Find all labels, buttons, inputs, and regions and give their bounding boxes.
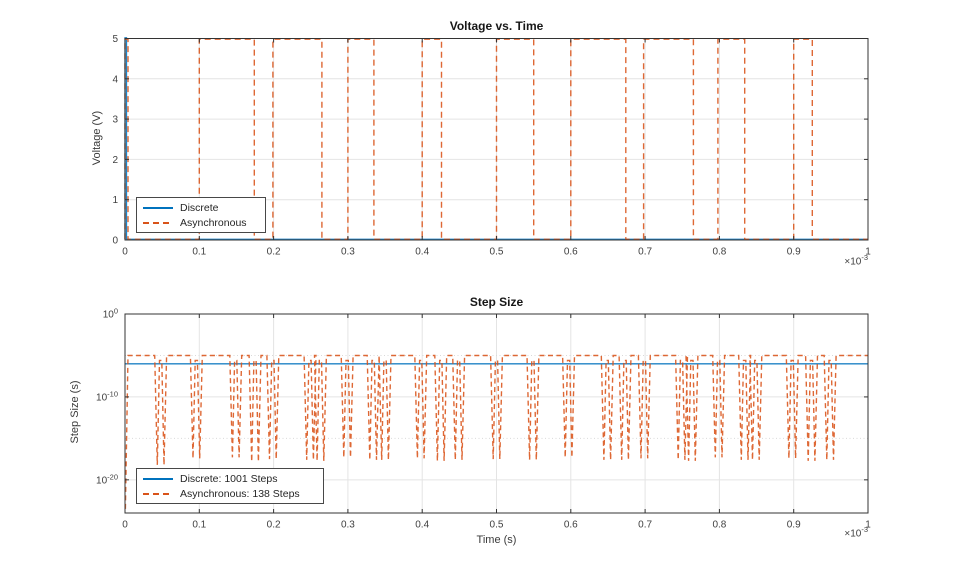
top-chart-y-axis-label: Voltage (V) [91, 110, 103, 166]
asynchronous-line-swatch [143, 492, 173, 495]
x-tick-label: 0.9 [787, 520, 801, 531]
bottom-chart-x-axis-label: Time (s) [476, 534, 517, 546]
x-tick-label: 0.1 [192, 520, 206, 531]
y-tick-label: 100 [103, 307, 118, 321]
y-tick-label: 0 [112, 236, 118, 247]
x-tick-label: 0.6 [564, 520, 578, 531]
x-tick-label: 0.7 [638, 520, 652, 531]
y-tick-label: 5 [112, 34, 118, 45]
x-tick-label: 0.2 [267, 520, 281, 531]
y-tick-label: 4 [112, 74, 118, 85]
x-tick-label: 0.6 [564, 247, 578, 258]
y-tick-label: 10-20 [96, 472, 118, 486]
x-tick-label: 0 [122, 520, 128, 531]
y-tick-label: 2 [112, 155, 118, 166]
y-tick-label: 1 [112, 195, 118, 206]
x-tick-label: 0.8 [712, 520, 726, 531]
y-tick-label: 10-10 [96, 389, 118, 403]
legend-item-discrete: Discrete [143, 200, 259, 215]
x-tick-label: 0.9 [787, 247, 801, 258]
x-tick-label: 0.5 [490, 247, 504, 258]
discrete-line-swatch [143, 206, 173, 209]
x-tick-label: 0.2 [267, 247, 281, 258]
discrete-line-swatch [143, 477, 173, 480]
top-chart-legend: Discrete Asynchronous [136, 197, 266, 233]
x-tick-label: 0.1 [192, 247, 206, 258]
top-chart-title: Voltage vs. Time [449, 19, 544, 33]
bottom-chart-title: Step Size [469, 295, 524, 309]
legend-label-asynchronous-steps: Asynchronous: 138 Steps [180, 487, 300, 500]
x-tick-label: 0 [122, 247, 128, 258]
x-tick-label: 0.4 [415, 520, 429, 531]
x-tick-label: 0.7 [638, 247, 652, 258]
legend-label-discrete-steps: Discrete: 1001 Steps [180, 472, 278, 485]
x-tick-label: 0.4 [415, 247, 429, 258]
legend-item-discrete-steps: Discrete: 1001 Steps [143, 471, 317, 486]
legend-label-discrete: Discrete [180, 201, 219, 214]
step-size-plot: 0 0.1 0.2 0.3 0.4 0.5 0.6 0.7 0.8 0.9 1 100 10-10 10-… [96, 307, 871, 531]
asynchronous-line-swatch [143, 221, 173, 224]
exponent-value: -3 [861, 253, 868, 262]
x-tick-label: 0.3 [341, 247, 355, 258]
x-tick-label: 0.5 [490, 520, 504, 531]
exponent-prefix: ×10 [844, 528, 862, 540]
y-tick-label: 3 [112, 115, 118, 126]
legend-label-asynchronous: Asynchronous [180, 216, 247, 229]
stepsize-asynchronous-series [124, 354, 868, 509]
bottom-chart-y-axis-label: Step Size (s) [69, 380, 81, 444]
x-tick-label: 1 [865, 520, 871, 531]
exponent-prefix: ×10 [844, 256, 862, 268]
legend-item-asynchronous: Asynchronous [143, 215, 259, 230]
bottom-chart-legend: Discrete: 1001 Steps Asynchronous: 138 S… [136, 468, 324, 504]
legend-item-asynchronous-steps: Asynchronous: 138 Steps [143, 486, 317, 501]
top-chart-x-exponent-label: ×10-3 [798, 253, 868, 267]
voltage-plot: 0 0.1 0.2 0.3 0.4 0.5 0.6 0.7 0.8 0.9 1 0 1 2 3 4 5 [112, 34, 871, 258]
bottom-chart-x-exponent-label: ×10-3 [798, 525, 868, 539]
x-tick-label: 1 [865, 247, 871, 258]
exponent-value: -3 [861, 525, 868, 534]
x-tick-label: 0.3 [341, 520, 355, 531]
x-tick-label: 0.8 [712, 247, 726, 258]
